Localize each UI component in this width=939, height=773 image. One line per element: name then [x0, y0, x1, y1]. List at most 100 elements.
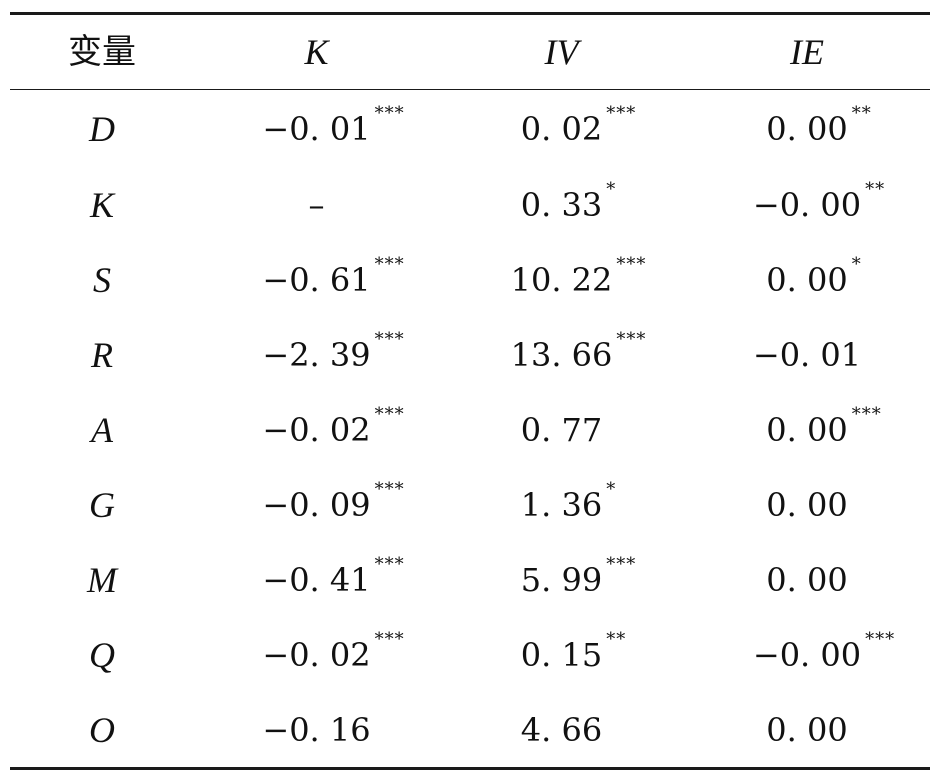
cell-ie: 0. 00 * [684, 255, 930, 299]
table-row: S −0. 61 *** 10. 22 *** 0. 00 * [10, 242, 930, 317]
coef-value: 10. 22 [510, 260, 613, 299]
table-row: R −2. 39 *** 13. 66 *** −0. 01 [10, 317, 930, 392]
header-ie: IE [790, 32, 824, 72]
cell-ie: 0. 00 ** [684, 104, 930, 148]
cell-iv: 5. 99 *** [439, 555, 684, 599]
cell-iv: 0. 15 ** [439, 630, 684, 674]
table-header-rule [10, 89, 930, 90]
cell-iv: 0. 02 *** [439, 104, 684, 148]
table-row: K – 0. 33 * −0. 00 ** [10, 167, 930, 242]
row-variable: D [89, 108, 115, 149]
significance-stars: ** [865, 178, 886, 200]
significance-stars: *** [374, 478, 405, 500]
cell-iv: 0. 33 * [439, 180, 684, 224]
regression-table: 变量 K IV IE D −0. 01 *** 0. 02 *** 0. 00 ** … [10, 12, 930, 770]
table-row: D −0. 01 *** 0. 02 *** 0. 00 ** [10, 90, 930, 167]
significance-stars: * [606, 478, 617, 500]
significance-stars: *** [374, 403, 405, 425]
coef-value: 0. 00 [766, 109, 848, 148]
significance-stars: * [851, 253, 862, 275]
cell-k: −0. 16 [194, 713, 439, 747]
coef-value: 5. 99 [520, 560, 603, 599]
cell-k: −0. 09 *** [194, 480, 439, 524]
cell-ie: 0. 00 [684, 713, 930, 747]
cell-ie: 0. 00 *** [684, 405, 930, 449]
table-top-rule [10, 12, 930, 15]
cell-iv: 10. 22 *** [439, 255, 684, 299]
coef-value: – [308, 185, 325, 224]
table-row: Q −0. 02 *** 0. 15 ** −0. 00 *** [10, 617, 930, 692]
cell-ie: 0. 00 [684, 488, 930, 522]
coef-value: −0. 02 [262, 635, 371, 674]
row-variable: R [91, 334, 113, 375]
cell-k: – [194, 188, 439, 222]
table-row: O −0. 16 4. 66 0. 00 [10, 692, 930, 767]
header-k: K [304, 32, 329, 72]
significance-stars: ** [851, 102, 872, 124]
cell-k: −0. 02 *** [194, 405, 439, 449]
coef-value: −0. 61 [262, 260, 371, 299]
coef-value: 1. 36 [520, 485, 603, 524]
significance-stars: *** [374, 328, 405, 350]
row-variable: O [89, 709, 115, 750]
coef-value: 0. 77 [520, 410, 603, 449]
significance-stars: *** [606, 553, 637, 575]
row-variable: G [89, 484, 115, 525]
coef-value: −0. 16 [262, 710, 371, 749]
table-row: M −0. 41 *** 5. 99 *** 0. 00 [10, 542, 930, 617]
cell-k: −0. 41 *** [194, 555, 439, 599]
header-variable: 变量 [68, 32, 136, 72]
coef-value: 0. 00 [766, 260, 848, 299]
cell-iv: 0. 77 [439, 413, 684, 447]
significance-stars: *** [851, 403, 882, 425]
cell-k: −0. 61 *** [194, 255, 439, 299]
significance-stars: * [606, 178, 617, 200]
significance-stars: ** [606, 628, 627, 650]
header-iv: IV [544, 32, 579, 72]
coef-value: −2. 39 [262, 335, 371, 374]
coef-value: 0. 00 [766, 560, 848, 599]
table-bottom-rule [10, 767, 930, 770]
coef-value: −0. 01 [262, 109, 371, 148]
coef-value: −0. 09 [262, 485, 371, 524]
cell-iv: 4. 66 [439, 713, 684, 747]
table-body: D −0. 01 *** 0. 02 *** 0. 00 ** K – 0. 33 * … [10, 90, 930, 767]
significance-stars: *** [606, 102, 637, 124]
coef-value: 4. 66 [520, 710, 603, 749]
coef-value: −0. 02 [262, 410, 371, 449]
significance-stars: *** [616, 328, 647, 350]
significance-stars: *** [374, 628, 405, 650]
table-row: A −0. 02 *** 0. 77 0. 00 *** [10, 392, 930, 467]
coef-value: −0. 41 [262, 560, 371, 599]
table-row: G −0. 09 *** 1. 36 * 0. 00 [10, 467, 930, 542]
significance-stars: *** [616, 253, 647, 275]
cell-ie: 0. 00 [684, 563, 930, 597]
coef-value: 13. 66 [510, 335, 613, 374]
row-variable: M [87, 559, 117, 600]
coef-value: 0. 00 [766, 710, 848, 749]
coef-value: −0. 00 [752, 185, 862, 224]
coef-value: 0. 02 [520, 109, 603, 148]
coef-value: −0. 01 [752, 335, 862, 374]
row-variable: K [89, 184, 114, 225]
significance-stars: *** [374, 553, 405, 575]
significance-stars: *** [865, 628, 896, 650]
cell-ie: −0. 01 [684, 338, 930, 372]
coef-value: 0. 00 [766, 485, 848, 524]
table-header-row: 变量 K IV IE [10, 15, 930, 89]
row-variable: A [91, 409, 113, 450]
row-variable: Q [89, 634, 115, 675]
cell-iv: 13. 66 *** [439, 330, 684, 374]
coef-value: −0. 00 [752, 635, 862, 674]
cell-iv: 1. 36 * [439, 480, 684, 524]
coef-value: 0. 33 [520, 185, 603, 224]
coef-value: 0. 00 [766, 410, 848, 449]
significance-stars: *** [374, 253, 405, 275]
row-variable: S [93, 259, 111, 300]
coef-value: 0. 15 [520, 635, 603, 674]
cell-k: −0. 02 *** [194, 630, 439, 674]
cell-k: −0. 01 *** [194, 104, 439, 148]
cell-k: −2. 39 *** [194, 330, 439, 374]
cell-ie: −0. 00 *** [684, 630, 930, 674]
significance-stars: *** [374, 102, 405, 124]
